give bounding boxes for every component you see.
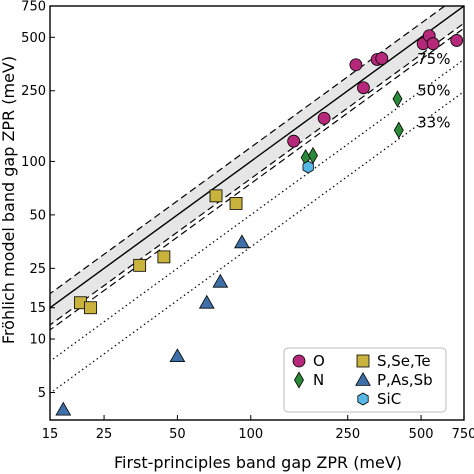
reference-line-3 (50, 27, 464, 331)
data-point-n (392, 90, 403, 108)
data-point-o (450, 34, 464, 47)
data-point-p (169, 348, 186, 363)
x-tick-label: 15 (42, 427, 59, 442)
x-tick-label: 100 (238, 427, 263, 442)
legend-label: N (313, 371, 324, 389)
y-tick-label: 25 (29, 262, 46, 277)
data-point-p (198, 294, 215, 309)
y-tick-label: 250 (21, 84, 46, 99)
data-point-o (375, 52, 389, 65)
x-tick-label: 25 (96, 427, 113, 442)
reference-line-4 (50, 58, 464, 362)
y-tick-label: 5 (38, 386, 46, 401)
data-point-n (308, 146, 318, 165)
y-tick-label: 10 (29, 333, 46, 348)
reference-line-label: 75% (417, 50, 450, 68)
y-tick-label: 500 (21, 31, 46, 46)
data-point-s (209, 189, 223, 203)
legend-marker-o (292, 354, 306, 368)
data-point-p (55, 401, 72, 416)
legend-marker-s (356, 354, 370, 368)
x-tick-label: 750 (452, 427, 474, 442)
data-point-o (426, 37, 440, 51)
data-point-sic (302, 160, 314, 174)
data-point-s (229, 197, 243, 210)
legend-label: P,As,Sb (377, 371, 433, 389)
y-tick-label: 15 (29, 301, 46, 316)
y-axis-ticks: 5 10 15 25 50 100 250 500 750 (21, 0, 55, 401)
legend-marker-p (355, 371, 371, 386)
data-point-s (157, 250, 171, 264)
reference-line-label: 33% (417, 113, 450, 131)
data-point-o (317, 111, 331, 125)
y-tick-label: 100 (21, 155, 46, 170)
legend-marker-n (294, 371, 304, 389)
reference-line-5 (50, 90, 464, 395)
legend-label: SiC (377, 390, 401, 408)
data-point-o (349, 58, 363, 72)
data-point-o (287, 134, 301, 148)
data-point-o (357, 81, 370, 95)
data-point-s (84, 301, 97, 315)
data-point-p (234, 234, 250, 249)
reference-line-0 (50, 6, 464, 309)
reference-line-2 (50, 22, 464, 326)
x-axis-ticks: 15 25 50 100 250 500 750 (42, 415, 474, 442)
reference-line-label: 50% (417, 81, 450, 99)
data-point-s (133, 258, 147, 272)
x-axis-label: First-principles band gap ZPR (meV) (114, 453, 402, 472)
y-axis-label: Fröhlich model band gap ZPR (meV) (0, 56, 18, 344)
legend-label: S,Se,Te (377, 352, 431, 370)
x-tick-label: 250 (335, 427, 360, 442)
plot-frame (49, 5, 465, 421)
data-point-n (393, 121, 404, 139)
y-tick-label: 50 (29, 208, 46, 223)
x-tick-label: 500 (409, 427, 434, 442)
data-point-p (212, 273, 229, 288)
y-tick-label: 750 (21, 0, 46, 15)
legend-marker-sic (357, 392, 369, 406)
x-tick-label: 50 (169, 427, 186, 442)
legend-label: O (313, 352, 325, 370)
